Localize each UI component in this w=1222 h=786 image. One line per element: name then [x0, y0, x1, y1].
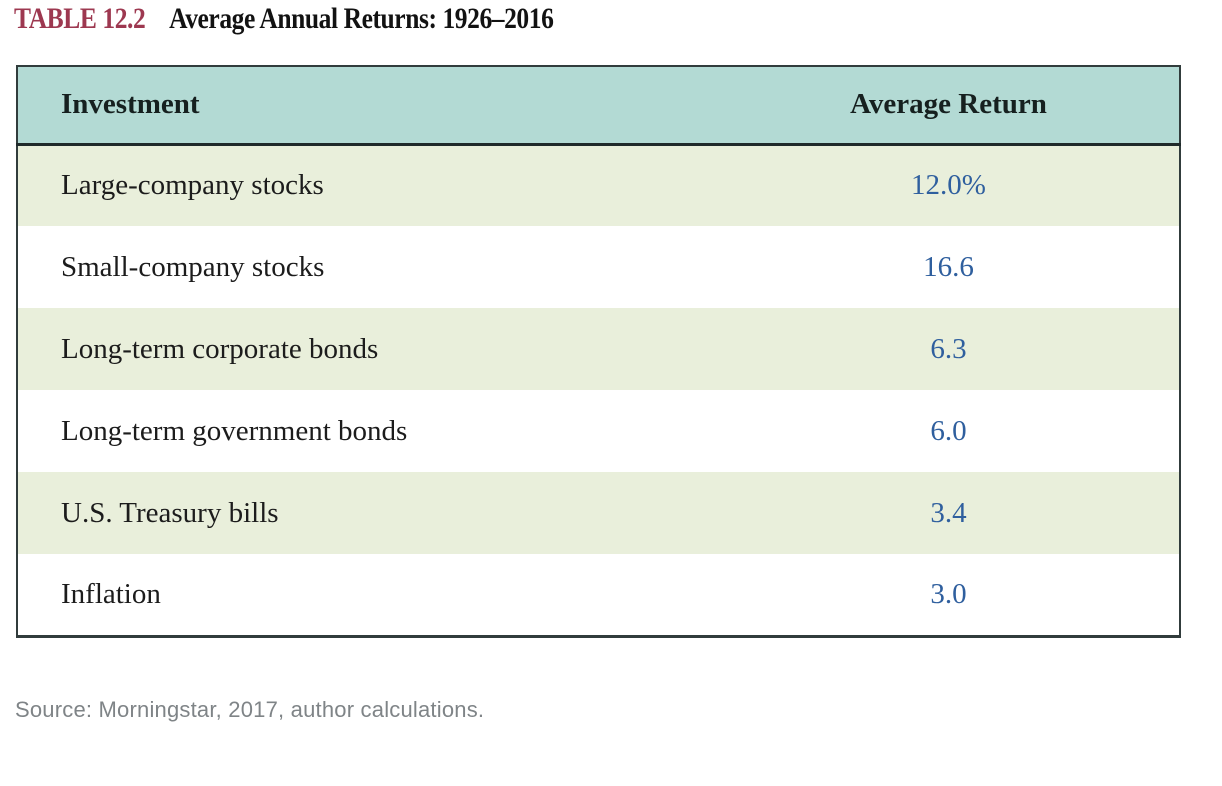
investment-cell: Inflation	[61, 577, 161, 610]
investment-cell: Large-company stocks	[61, 169, 324, 202]
header-investment: Investment	[17, 66, 718, 146]
investment-cell: Small-company stocks	[61, 250, 325, 283]
average-return-cell: 3.0	[930, 577, 967, 610]
investment-cell: Long-term government bonds	[61, 414, 408, 447]
table-title: Average Annual Returns: 1926–2016	[169, 2, 554, 35]
investment-cell: U.S. Treasury bills	[61, 496, 279, 529]
average-return-cell: 6.0	[930, 414, 967, 447]
table-caption: TABLE 12.2 Average Annual Returns: 1926–2…	[14, 1, 554, 37]
table-body: Large-company stocks 12.0% Small-company s…	[17, 144, 1180, 636]
average-return-cell: 16.6	[923, 250, 974, 283]
table-row: Large-company stocks 12.0%	[17, 144, 1180, 226]
average-return-cell: 12.0%	[911, 169, 986, 202]
table-number-label: TABLE 12.2	[14, 2, 146, 35]
investment-cell: Long-term corporate bonds	[61, 332, 379, 365]
source-note: Source: Morningstar, 2017, author calcul…	[15, 697, 485, 722]
average-return-cell: 6.3	[930, 332, 967, 365]
returns-table: Investment Average Return Large-company …	[16, 65, 1181, 638]
table-row: Long-term government bonds 6.0	[17, 390, 1180, 472]
table-row: Inflation 3.0	[17, 554, 1180, 636]
average-return-cell: 3.4	[930, 496, 967, 529]
table-row: U.S. Treasury bills 3.4	[17, 472, 1180, 554]
header-average-return: Average Return	[718, 66, 1180, 146]
table-header-row: Investment Average Return	[17, 66, 1180, 146]
table-row: Small-company stocks 16.6	[17, 226, 1180, 308]
table-row: Long-term corporate bonds 6.3	[17, 308, 1180, 390]
